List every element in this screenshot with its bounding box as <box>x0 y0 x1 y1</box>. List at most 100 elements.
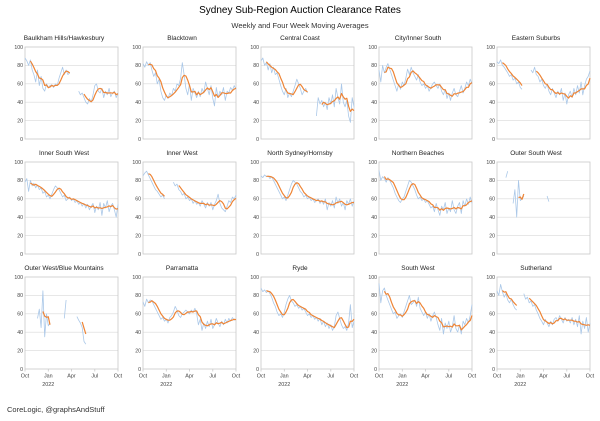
chart-cell: Central Coast 0 20 40 60 80 100 <box>241 34 359 142</box>
svg-text:80: 80 <box>17 63 23 69</box>
svg-text:80: 80 <box>489 178 495 184</box>
svg-text:2022: 2022 <box>278 382 290 388</box>
svg-text:40: 40 <box>253 215 259 221</box>
svg-text:Jan: Jan <box>44 374 53 380</box>
svg-text:100: 100 <box>486 160 495 166</box>
svg-text:80: 80 <box>371 63 377 69</box>
svg-text:80: 80 <box>253 63 259 69</box>
svg-text:60: 60 <box>489 197 495 203</box>
svg-text:80: 80 <box>17 293 23 299</box>
svg-text:Jan: Jan <box>398 374 407 380</box>
chart-plot: 0 20 40 60 80 100 Oct Jan 2022 Apr Jul Oct <box>250 275 359 388</box>
chart-plot: 0 20 40 60 80 100 <box>14 160 119 257</box>
svg-text:0: 0 <box>374 137 377 142</box>
svg-text:40: 40 <box>135 215 141 221</box>
chart-title: City/Inner South <box>394 35 442 42</box>
svg-text:40: 40 <box>371 100 377 106</box>
svg-text:20: 20 <box>135 118 141 124</box>
svg-text:0: 0 <box>138 252 141 257</box>
svg-text:40: 40 <box>253 100 259 106</box>
chart-cell: Outer West/Blue Mountains 0 20 40 60 80 100 Oct… <box>5 264 123 390</box>
svg-text:60: 60 <box>135 197 141 203</box>
svg-text:100: 100 <box>368 45 377 51</box>
chart-plot: 0 20 40 60 80 100 <box>486 45 591 142</box>
svg-text:Oct: Oct <box>21 374 30 380</box>
svg-text:60: 60 <box>371 197 377 203</box>
chart-title: Baulkham Hills/Hawkesbury <box>23 35 105 42</box>
chart-title: Inner West <box>166 150 198 157</box>
svg-text:100: 100 <box>14 160 23 166</box>
chart-cell: Inner South West 0 20 40 60 80 100 <box>5 149 123 257</box>
svg-text:2022: 2022 <box>514 382 526 388</box>
svg-text:Jan: Jan <box>516 374 525 380</box>
svg-text:Oct: Oct <box>375 374 384 380</box>
svg-text:40: 40 <box>371 330 377 336</box>
svg-text:60: 60 <box>489 82 495 88</box>
chart-title: Outer South West <box>510 150 562 157</box>
svg-text:100: 100 <box>250 275 259 281</box>
svg-text:Oct: Oct <box>139 374 148 380</box>
chart-cell: Ryde 0 20 40 60 80 100 Oct Jan 2022 Apr Jul Oct <box>241 264 359 390</box>
svg-text:Jul: Jul <box>209 374 216 380</box>
svg-text:40: 40 <box>17 330 23 336</box>
svg-text:100: 100 <box>132 45 141 51</box>
svg-text:40: 40 <box>135 100 141 106</box>
chart-plot: 0 20 40 60 80 100 <box>250 45 355 142</box>
svg-text:20: 20 <box>371 233 377 239</box>
svg-text:80: 80 <box>371 293 377 299</box>
svg-text:80: 80 <box>371 178 377 184</box>
svg-text:Jul: Jul <box>327 374 334 380</box>
chart-cell: Blacktown 0 20 40 60 80 100 <box>123 34 241 142</box>
svg-text:Oct: Oct <box>350 374 359 380</box>
svg-text:60: 60 <box>253 312 259 318</box>
chart-cell: Inner West 0 20 40 60 80 100 <box>123 149 241 257</box>
svg-text:40: 40 <box>489 215 495 221</box>
svg-text:Jul: Jul <box>91 374 98 380</box>
small-multiples-grid: Baulkham Hills/Hawkesbury 0 20 40 60 80 100 Bl… <box>0 34 600 390</box>
chart-plot: 0 20 40 60 80 100 <box>132 45 237 142</box>
svg-text:40: 40 <box>489 330 495 336</box>
chart-title: North Sydney/Hornsby <box>267 150 333 157</box>
svg-text:100: 100 <box>486 45 495 51</box>
svg-text:0: 0 <box>374 252 377 257</box>
chart-title: Parramatta <box>165 265 199 272</box>
svg-text:60: 60 <box>253 82 259 88</box>
svg-text:40: 40 <box>135 330 141 336</box>
svg-text:80: 80 <box>17 178 23 184</box>
svg-text:20: 20 <box>489 118 495 124</box>
svg-text:20: 20 <box>371 348 377 354</box>
svg-text:0: 0 <box>256 252 259 257</box>
svg-text:Apr: Apr <box>185 374 194 380</box>
svg-text:0: 0 <box>492 367 495 373</box>
svg-text:0: 0 <box>256 367 259 373</box>
chart-cell: Eastern Suburbs 0 20 40 60 80 100 <box>477 34 595 142</box>
svg-text:80: 80 <box>135 63 141 69</box>
svg-text:80: 80 <box>253 293 259 299</box>
svg-text:Jul: Jul <box>563 374 570 380</box>
svg-text:100: 100 <box>132 160 141 166</box>
svg-text:Oct: Oct <box>232 374 241 380</box>
svg-text:Apr: Apr <box>303 374 312 380</box>
chart-cell: Outer South West 0 20 40 60 80 100 <box>477 149 595 257</box>
svg-text:80: 80 <box>489 293 495 299</box>
svg-text:20: 20 <box>489 348 495 354</box>
svg-text:80: 80 <box>135 178 141 184</box>
chart-plot: 0 20 40 60 80 100 Oct Jan 2022 Apr Jul Oct <box>368 275 476 388</box>
svg-text:Jan: Jan <box>280 374 289 380</box>
svg-text:20: 20 <box>371 118 377 124</box>
svg-text:20: 20 <box>17 233 23 239</box>
svg-text:0: 0 <box>492 252 495 257</box>
svg-text:100: 100 <box>250 45 259 51</box>
chart-title: Ryde <box>292 265 308 272</box>
chart-cell: Sutherland 0 20 40 60 80 100 Oct Jan 2022 Apr Jul Oc… <box>477 264 595 390</box>
svg-text:20: 20 <box>135 233 141 239</box>
page-title: Sydney Sub-Region Auction Clearance Rate… <box>199 5 401 16</box>
chart-plot: 0 20 40 60 80 100 <box>486 160 591 257</box>
svg-text:80: 80 <box>253 178 259 184</box>
chart-title: Inner South West <box>38 150 90 157</box>
svg-text:40: 40 <box>489 100 495 106</box>
chart-cell: North Sydney/Hornsby 0 20 40 60 80 100 <box>241 149 359 257</box>
svg-text:0: 0 <box>20 137 23 142</box>
chart-title: Blacktown <box>167 35 197 42</box>
svg-text:100: 100 <box>14 275 23 281</box>
